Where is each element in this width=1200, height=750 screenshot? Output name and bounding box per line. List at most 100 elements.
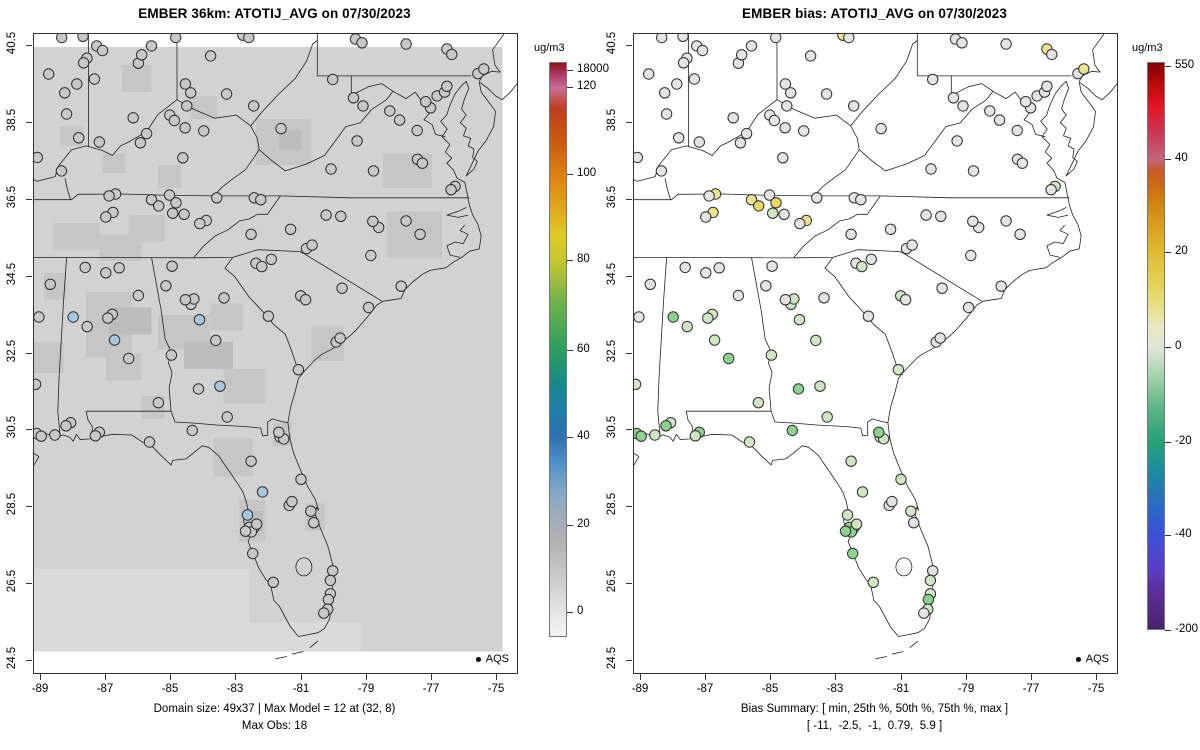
x-axis-label: -79 [957, 683, 975, 695]
colorbar-tick [567, 87, 573, 88]
y-axis-tick [26, 429, 32, 430]
station-point [367, 215, 379, 228]
bias-map-canvas [634, 34, 1117, 660]
station-point [143, 436, 156, 448]
station-point [446, 48, 458, 61]
station-point [152, 397, 165, 409]
station-point [170, 34, 182, 44]
station-point [113, 262, 125, 274]
station-point [643, 68, 655, 80]
station-point [193, 314, 206, 326]
y-axis-tick [26, 660, 32, 661]
station-point [250, 518, 263, 530]
x-axis-label: -87 [696, 683, 714, 695]
station-point [847, 547, 859, 560]
colorbar-tick-label: 60 [577, 343, 590, 355]
coastline-or-border [34, 453, 40, 466]
model-station-points [34, 34, 490, 619]
station-point [245, 228, 257, 241]
y-axis-tick [626, 660, 632, 661]
coastline-or-border [309, 640, 319, 649]
model-colorbar [549, 62, 567, 637]
coastline-or-border [258, 91, 394, 172]
x-axis-label: -77 [1022, 683, 1040, 695]
station-point [649, 429, 661, 441]
station-point [185, 87, 197, 99]
station-point [441, 80, 453, 92]
station-point [411, 124, 423, 137]
station-point [765, 349, 778, 361]
station-point [766, 260, 778, 272]
colorbar-tick [1165, 159, 1171, 160]
station-point [49, 429, 61, 441]
x-axis-tick [235, 674, 236, 680]
y-axis-label: 34.5 [6, 262, 18, 286]
station-point [414, 228, 426, 241]
station-point [245, 455, 257, 467]
station-point [962, 301, 975, 314]
station-point [194, 217, 206, 230]
x-axis-tick [640, 674, 641, 680]
station-point [703, 190, 715, 202]
station-point [855, 194, 867, 206]
y-axis-label: 38.5 [6, 108, 18, 132]
station-point [167, 207, 179, 219]
station-point [134, 137, 147, 149]
station-point [181, 100, 193, 112]
raster-patch-cell [53, 222, 100, 250]
x-axis-label: -81 [892, 683, 910, 695]
station-point [667, 311, 679, 323]
coastline-or-border [634, 453, 640, 466]
station-point [179, 122, 191, 134]
y-axis-tick [626, 583, 632, 584]
x-axis-tick [366, 674, 367, 680]
station-point [400, 215, 412, 227]
aqs-legend-label: AQS [485, 653, 509, 665]
coastline-or-border [193, 195, 281, 258]
station-point [362, 301, 375, 314]
bias-legend: AQS [1075, 653, 1109, 665]
station-point [168, 114, 181, 127]
station-point [445, 184, 457, 196]
y-axis-label: 36.5 [606, 185, 618, 209]
station-point [925, 163, 937, 175]
station-point [267, 576, 280, 588]
station-point [163, 189, 176, 201]
model-raster [34, 47, 503, 652]
station-point [170, 197, 182, 209]
station-point [732, 289, 745, 302]
station-point [102, 312, 114, 324]
x-axis-tick [1031, 674, 1032, 680]
station-point [892, 364, 905, 376]
y-axis-tick [26, 199, 32, 200]
station-point [908, 517, 920, 529]
coastline-or-border [664, 178, 671, 200]
station-point [984, 105, 996, 117]
station-point [34, 378, 42, 390]
station-point [779, 122, 791, 134]
colorbar-tick-label: 100 [577, 167, 597, 179]
x-axis-label: -89 [631, 683, 649, 695]
y-axis-tick [626, 122, 632, 123]
coastline-or-border [875, 656, 888, 660]
station-point [255, 194, 267, 206]
y-axis-label: 28.5 [6, 492, 18, 516]
station-point [918, 607, 930, 619]
station-point [351, 135, 363, 147]
y-axis-tick [626, 276, 632, 277]
y-axis-label: 28.5 [606, 492, 618, 516]
station-point [736, 49, 748, 61]
station-point [393, 114, 406, 126]
station-point [967, 215, 979, 228]
station-point [967, 165, 980, 177]
station-point [81, 320, 93, 333]
colorbar-tick-label: 18000 [577, 63, 609, 75]
station-point [140, 127, 153, 140]
y-axis-tick [26, 353, 32, 354]
station-point [681, 320, 693, 333]
model-map-canvas [34, 34, 517, 660]
station-point [335, 210, 347, 223]
y-axis-label: 30.5 [606, 415, 618, 439]
station-point [814, 380, 826, 392]
raster-patch-cell [249, 622, 361, 652]
